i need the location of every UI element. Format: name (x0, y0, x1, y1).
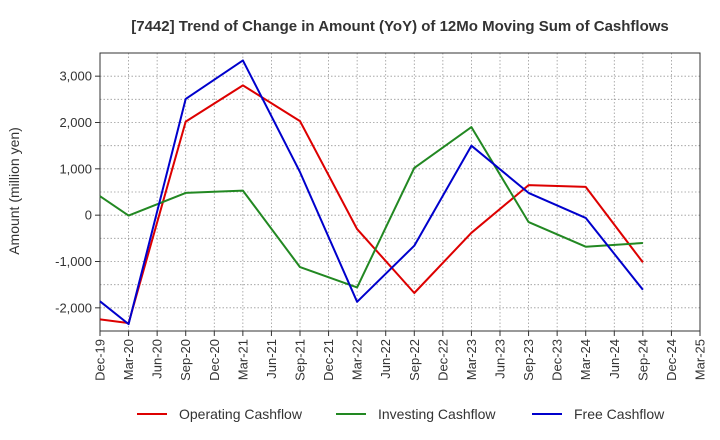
legend-item-investing-cashflow: Investing Cashflow (336, 406, 496, 422)
x-tick-label: Jun-20 (150, 339, 165, 379)
chart-title: [7442] Trend of Change in Amount (YoY) o… (131, 18, 669, 35)
x-tick-label: Sep-21 (293, 339, 308, 381)
plot-frame (99, 52, 701, 332)
x-tick-label: Mar-23 (464, 339, 479, 380)
legend-label: Operating Cashflow (179, 406, 303, 422)
legend: Operating Cashflow Investing Cashflow Free… (137, 406, 665, 422)
x-tick-label: Mar-21 (235, 339, 250, 380)
x-tick-label: Jun-23 (493, 339, 508, 379)
y-tick-label: -1,000 (55, 254, 92, 269)
x-tick-label: Dec-21 (321, 339, 336, 381)
x-tick-label: Mar-25 (693, 339, 708, 380)
legend-label: Free Cashflow (574, 406, 665, 422)
series-line-investing-cashflow (99, 126, 643, 289)
y-tick-label: -2,000 (55, 300, 92, 315)
x-tick-label: Dec-19 (93, 339, 108, 381)
series-line-operating-cashflow (99, 84, 644, 325)
x-tick-label: Mar-20 (121, 339, 136, 380)
x-tick-label: Sep-22 (407, 339, 422, 381)
x-tick-label: Dec-22 (435, 339, 450, 381)
legend-item-free-cashflow: Free Cashflow (532, 406, 665, 422)
y-tick-label: 3,000 (59, 69, 92, 84)
legend-item-operating-cashflow: Operating Cashflow (137, 406, 303, 422)
y-tick-label: 2,000 (59, 115, 92, 130)
x-tick-label: Dec-24 (664, 339, 679, 381)
y-tick-label: 0 (85, 208, 92, 223)
x-tick-label: Sep-20 (178, 339, 193, 381)
x-tick-label: Sep-24 (635, 339, 650, 381)
series-line-free-cashflow (99, 59, 644, 326)
y-axis-label: Amount (million yen) (6, 127, 22, 255)
grid (100, 53, 700, 331)
series-lines (99, 59, 644, 326)
x-tick-label: Mar-24 (578, 339, 593, 380)
x-tick-label: Dec-20 (207, 339, 222, 381)
axes: -2,000 -1,000 0 1,000 2,000 3,000 Dec-19 Mar-20… (55, 52, 708, 381)
x-tick-label: Jun-21 (264, 339, 279, 379)
x-tick-label: Jun-24 (607, 339, 622, 379)
legend-label: Investing Cashflow (378, 406, 496, 422)
x-tick-label: Sep-23 (521, 339, 536, 381)
y-tick-label: 1,000 (59, 161, 92, 176)
x-tick-label: Mar-22 (350, 339, 365, 380)
x-tick-label: Dec-23 (550, 339, 565, 381)
x-tick-label: Jun-22 (378, 339, 393, 379)
